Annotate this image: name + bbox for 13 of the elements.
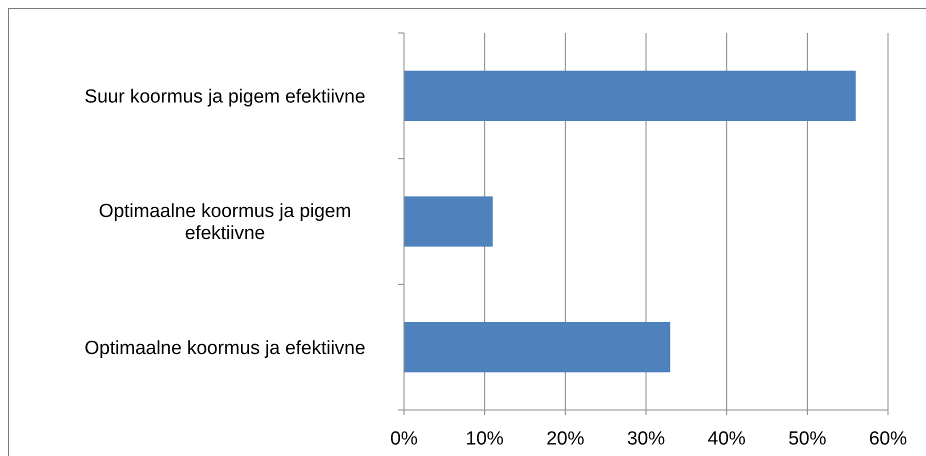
y-tick-label: Optimaalne koormus ja pigem efektiivne [98, 201, 352, 244]
y-tick-label: Optimaalne koormus ja efektiivne [84, 338, 366, 359]
x-tick-label: 0% [390, 428, 418, 450]
x-tick-label: 60% [868, 428, 908, 450]
x-tick-label: 50% [788, 428, 826, 450]
x-tick-label: 10% [466, 428, 504, 450]
bar [404, 196, 493, 247]
bar [404, 70, 856, 121]
y-tick-label: Suur koormus ja pigem efektiivne [84, 86, 366, 108]
x-tick-label: 40% [708, 428, 746, 450]
x-tick-label: 20% [546, 428, 584, 450]
bar [404, 322, 670, 372]
x-tick-label: 30% [626, 428, 666, 450]
